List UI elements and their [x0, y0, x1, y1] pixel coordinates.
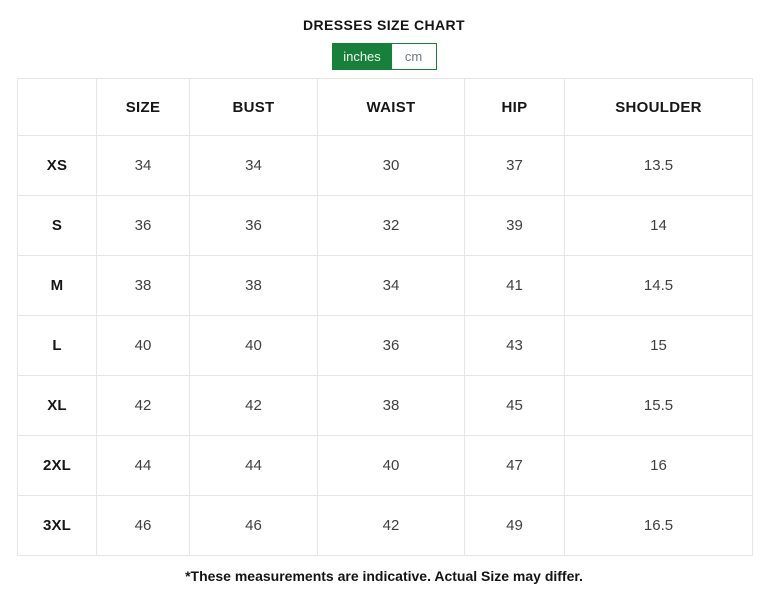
unit-toggle-row: inches cm	[0, 43, 768, 70]
unit-toggle: inches cm	[331, 43, 437, 70]
measurement-cell: 16.5	[564, 495, 753, 556]
table-row: XL 42 42 38 45 15.5	[17, 375, 753, 436]
measurement-cell: 14	[564, 195, 753, 256]
table-row: M 38 38 34 41 14.5	[17, 255, 753, 316]
measurement-cell: 30	[317, 135, 465, 196]
size-chart-table: SIZE BUST WAIST HIP SHOULDER XS 34 34 30 37 13.5 S…	[17, 78, 753, 556]
measurement-cell: 34	[189, 135, 318, 196]
measurement-cell: 45	[464, 375, 565, 436]
measurement-cell: 44	[96, 435, 190, 496]
measurement-cell: 16	[564, 435, 753, 496]
table-body: XS 34 34 30 37 13.5 S 36 36 32 39 14 M 38 38 34 41 14.5 L 4…	[17, 135, 753, 556]
measurement-cell: 42	[189, 375, 318, 436]
size-row-label: XS	[17, 135, 97, 196]
measurement-cell: 40	[189, 315, 318, 376]
table-row: XS 34 34 30 37 13.5	[17, 135, 753, 196]
size-row-label: 3XL	[17, 495, 97, 556]
measurement-cell: 37	[464, 135, 565, 196]
size-row-label: 2XL	[17, 435, 97, 496]
measurement-cell: 43	[464, 315, 565, 376]
measurement-cell: 38	[189, 255, 318, 316]
footnote: *These measurements are indicative. Actu…	[185, 568, 583, 584]
measurement-cell: 34	[96, 135, 190, 196]
table-row: S 36 36 32 39 14	[17, 195, 753, 256]
size-row-label: S	[17, 195, 97, 256]
measurement-cell: 40	[317, 435, 465, 496]
measurement-cell: 46	[96, 495, 190, 556]
measurement-cell: 44	[189, 435, 318, 496]
size-row-label: XL	[17, 375, 97, 436]
size-row-label: M	[17, 255, 97, 316]
measurement-cell: 36	[189, 195, 318, 256]
column-header-size: SIZE	[96, 78, 190, 136]
column-header-bust: BUST	[189, 78, 318, 136]
measurement-cell: 40	[96, 315, 190, 376]
measurement-cell: 36	[96, 195, 190, 256]
table-row: 3XL 46 46 42 49 16.5	[17, 495, 753, 556]
measurement-cell: 39	[464, 195, 565, 256]
measurement-cell: 32	[317, 195, 465, 256]
size-row-label: L	[17, 315, 97, 376]
measurement-cell: 42	[96, 375, 190, 436]
measurement-cell: 47	[464, 435, 565, 496]
measurement-cell: 34	[317, 255, 465, 316]
measurement-cell: 14.5	[564, 255, 753, 316]
measurement-cell: 38	[317, 375, 465, 436]
measurement-cell: 15	[564, 315, 753, 376]
measurement-cell: 42	[317, 495, 465, 556]
measurement-cell: 15.5	[564, 375, 753, 436]
measurement-cell: 49	[464, 495, 565, 556]
measurement-cell: 41	[464, 255, 565, 316]
column-header-hip: HIP	[464, 78, 565, 136]
measurement-cell: 46	[189, 495, 318, 556]
corner-cell	[17, 78, 97, 136]
measurement-cell: 36	[317, 315, 465, 376]
table-row: 2XL 44 44 40 47 16	[17, 435, 753, 496]
table-row: L 40 40 36 43 15	[17, 315, 753, 376]
page-title: DRESSES SIZE CHART	[303, 17, 465, 33]
column-header-waist: WAIST	[317, 78, 465, 136]
unit-toggle-inches[interactable]: inches	[332, 44, 392, 69]
measurement-cell: 38	[96, 255, 190, 316]
column-header-shoulder: SHOULDER	[564, 78, 753, 136]
header-row: SIZE BUST WAIST HIP SHOULDER	[17, 78, 753, 136]
unit-toggle-cm[interactable]: cm	[391, 44, 436, 69]
size-chart-page: DRESSES SIZE CHART inches cm SIZE BUST WAI…	[0, 17, 768, 611]
measurement-cell: 13.5	[564, 135, 753, 196]
